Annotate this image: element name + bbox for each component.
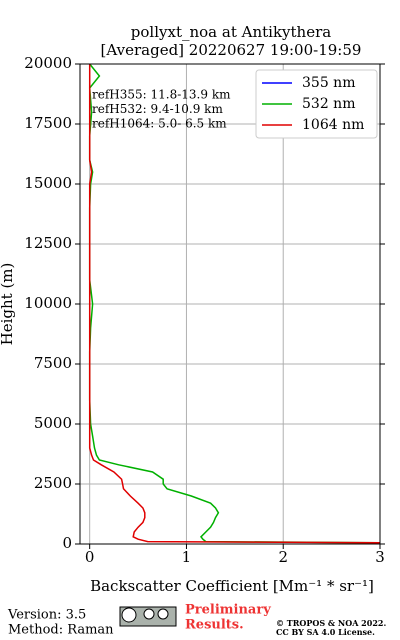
legend-box <box>255 69 378 139</box>
chart-title: pollyxt_noa at Antikythera <box>131 23 331 41</box>
y-tick-label: 15000 <box>24 174 72 192</box>
version: Version: 3.5 <box>7 608 86 623</box>
x-tick-label: 0 <box>85 548 95 566</box>
y-tick-label: 5000 <box>34 414 72 432</box>
sa-icon <box>157 608 169 620</box>
y-tick-label: 12500 <box>24 234 72 252</box>
x-tick-label: 2 <box>278 548 288 566</box>
annotation: refH532: 9.4-10.9 km <box>92 102 223 116</box>
y-tick-label: 17500 <box>24 114 72 132</box>
y-tick-label: 20000 <box>24 54 72 72</box>
legend-label: 355 nm <box>302 75 355 91</box>
legend-label: 1064 nm <box>302 117 364 133</box>
cc-icon <box>121 607 137 623</box>
profile-line <box>88 64 381 544</box>
annotation: refH1064: 5.0- 6.5 km <box>92 117 227 131</box>
copyright: © TROPOS & NOA 2022. <box>276 618 386 628</box>
y-tick-label: 10000 <box>24 294 72 312</box>
legend-label: 532 nm <box>302 96 355 112</box>
profile-line <box>88 63 381 544</box>
y-axis-label: Height (m) <box>0 263 16 346</box>
by-icon <box>143 608 155 620</box>
y-tick-label: 2500 <box>34 474 72 492</box>
x-tick-label: 1 <box>182 548 192 566</box>
method: Method: Raman <box>8 623 114 638</box>
x-tick-label: 3 <box>375 548 385 566</box>
copyright: CC BY SA 4.0 License. <box>276 627 375 637</box>
x-axis-label: Backscatter Coefficient [Mm⁻¹ * sr⁻¹] <box>90 577 374 595</box>
chart-subtitle: [Averaged] 20220627 19:00-19:59 <box>101 41 362 59</box>
footer: Version: 3.5 Method: Raman Preliminary R… <box>7 603 386 638</box>
y-tick-label: 0 <box>62 534 72 552</box>
notice: Results. <box>185 618 244 633</box>
plot-frame <box>79 63 381 545</box>
annotation: refH355: 11.8-13.9 km <box>92 88 231 102</box>
notice: Preliminary <box>185 603 271 618</box>
y-tick-label: 7500 <box>34 354 72 372</box>
